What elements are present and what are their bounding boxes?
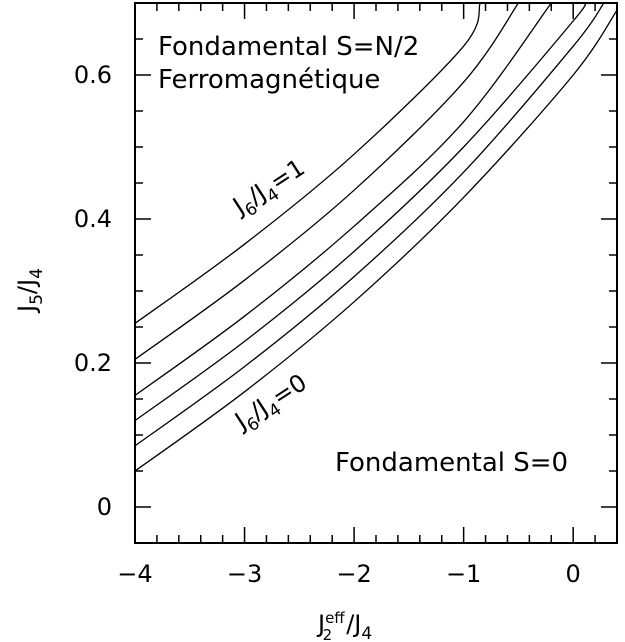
y-axis-title: J5/J4 bbox=[13, 268, 47, 314]
x-tick-label: −3 bbox=[227, 560, 262, 588]
series-line-4 bbox=[135, 3, 552, 396]
y-tick-label: 0.2 bbox=[74, 349, 112, 377]
x-tick-label: −2 bbox=[336, 560, 371, 588]
series-line-3 bbox=[135, 3, 587, 422]
y-tick-label: 0 bbox=[97, 493, 112, 521]
series-line-5 bbox=[135, 3, 519, 360]
y-axis-title-sub2: 4 bbox=[27, 268, 47, 279]
series-line-6 bbox=[135, 3, 481, 324]
series-line-2 bbox=[135, 3, 605, 447]
series-line-1 bbox=[135, 9, 617, 472]
x-axis-title-sup: eff bbox=[325, 609, 345, 627]
x-tick-label: 0 bbox=[566, 560, 581, 588]
y-axis-title-j: J bbox=[13, 305, 41, 314]
x-axis-title-sub: 2 bbox=[323, 626, 333, 642]
x-axis-title-j: J bbox=[316, 610, 325, 638]
svg-text:J6/J4=1: J6/J4=1 bbox=[226, 153, 313, 226]
ticks: −4 −3 −2 −1 0 0 0.2 0.4 0.6 bbox=[74, 2, 618, 588]
y-tick-label: 0.6 bbox=[74, 61, 112, 89]
curve-label-j6-1: J6/J4=1 bbox=[226, 153, 313, 226]
y-axis-title-rest: /J bbox=[13, 279, 41, 294]
curves bbox=[135, 3, 617, 472]
y-tick-label: 0.4 bbox=[74, 205, 112, 233]
annotation-ground-ferro-line1: Fondamental S=N/2 bbox=[158, 32, 419, 62]
y-axis-title-sub: 5 bbox=[27, 294, 47, 305]
svg-text:J6/J4=0: J6/J4=0 bbox=[228, 368, 315, 441]
annotation-ground-ferro-line2: Ferromagnétique bbox=[158, 65, 380, 95]
x-tick-label: −4 bbox=[117, 560, 152, 588]
x-axis-title-rest: /J bbox=[346, 610, 361, 638]
curve-label-j6-0: J6/J4=0 bbox=[228, 368, 315, 441]
annotation-ground-singlet: Fondamental S=0 bbox=[335, 448, 568, 478]
x-tick-label: −1 bbox=[446, 560, 481, 588]
svg-text:J5/J4: J5/J4 bbox=[13, 268, 47, 314]
x-axis-title: Jeff 2/J4 bbox=[316, 609, 372, 642]
x-axis-title-sub2: 4 bbox=[361, 624, 372, 642]
